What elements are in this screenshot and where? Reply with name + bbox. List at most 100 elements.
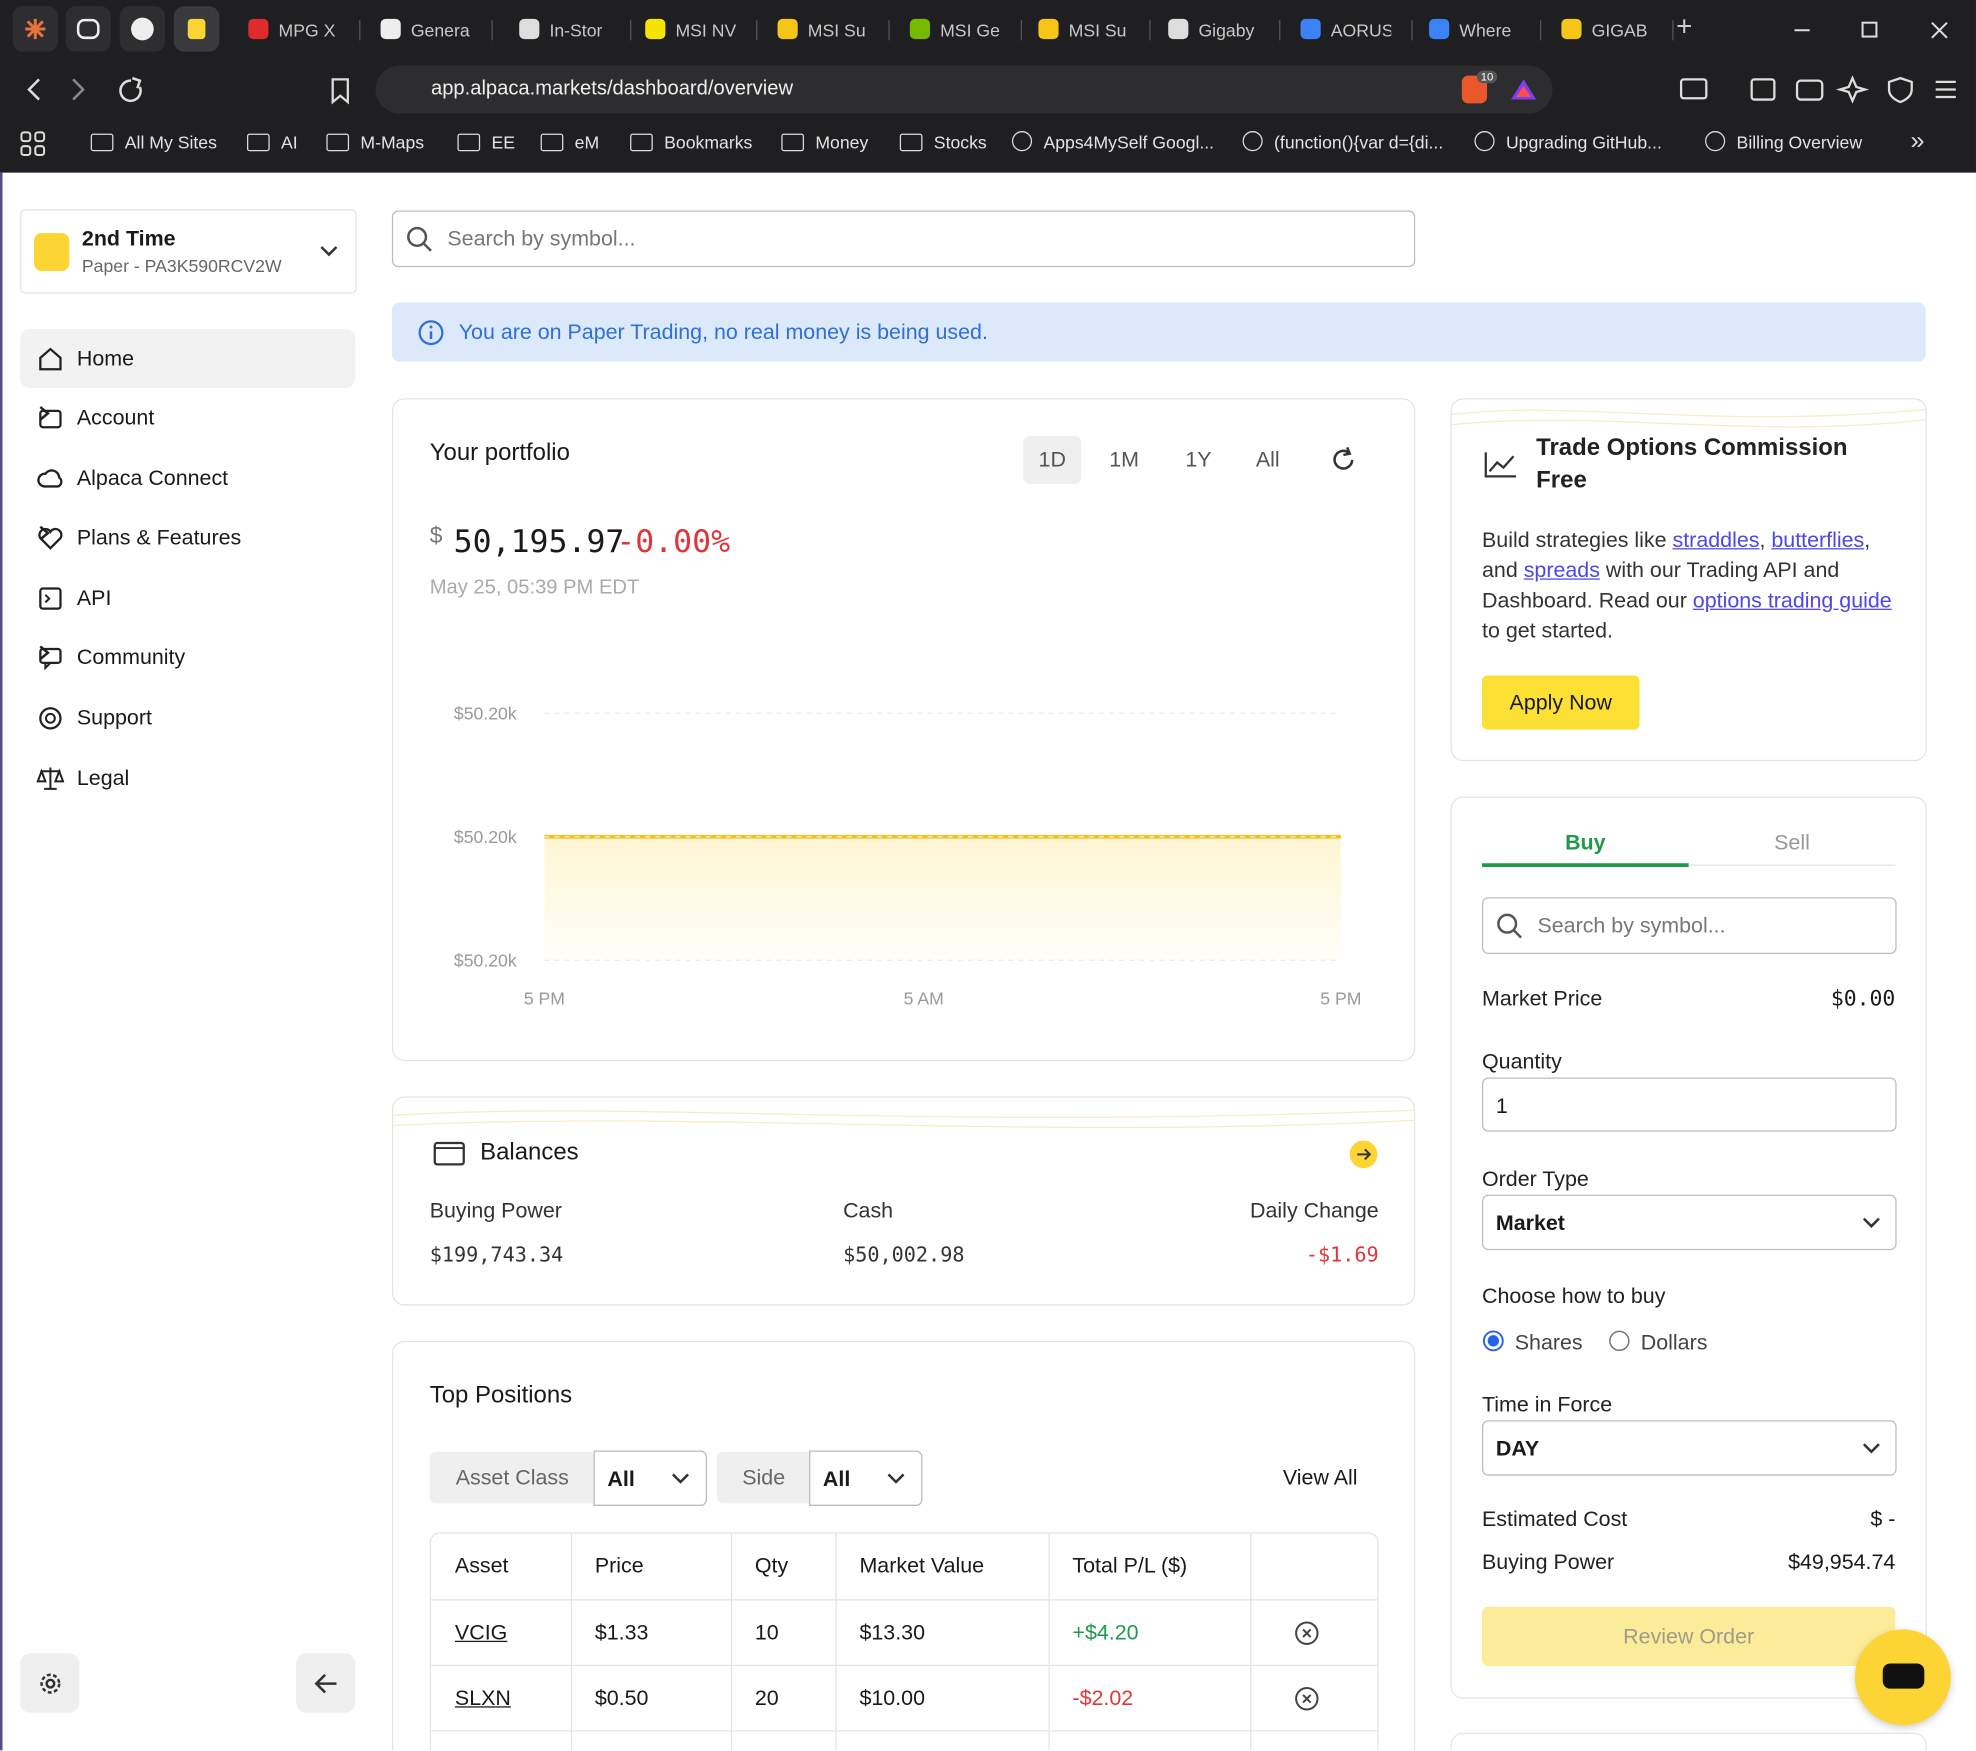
link[interactable]: spreads xyxy=(1523,558,1600,583)
close-position[interactable] xyxy=(1293,1619,1321,1647)
bookmark[interactable]: M-Maps xyxy=(326,130,424,155)
promo-card: Trade Options Commission Free Build stra… xyxy=(1450,398,1927,762)
tab-title[interactable]: MSI Ge xyxy=(940,20,1000,41)
bookmark[interactable]: (function(){var d={di... xyxy=(1242,130,1443,155)
column-header: Market Value xyxy=(859,1553,985,1578)
link[interactable]: options trading guide xyxy=(1692,588,1892,613)
bookmark[interactable]: EE xyxy=(457,130,515,155)
range-button[interactable]: 1M xyxy=(1109,447,1139,472)
buy-tab[interactable]: Buy xyxy=(1565,830,1606,855)
asset-link[interactable]: VCIG xyxy=(454,1620,508,1645)
tab-icon[interactable] xyxy=(1038,18,1059,40)
refresh-button[interactable] xyxy=(1328,445,1358,475)
nav-item[interactable]: API xyxy=(20,568,355,627)
bookmark[interactable]: Bookmarks xyxy=(630,130,752,155)
nav-item[interactable]: Legal xyxy=(20,749,355,808)
apply-button[interactable]: Apply Now xyxy=(1481,675,1640,730)
tab-title[interactable]: MSI NV xyxy=(675,20,736,41)
folder-icon xyxy=(899,133,923,152)
quantity-input[interactable]: 1 xyxy=(1481,1077,1897,1132)
bookmark-icon[interactable] xyxy=(325,76,355,106)
account-name: 2nd Time xyxy=(81,226,176,251)
tab-icon[interactable] xyxy=(1168,18,1189,40)
tab-icon[interactable] xyxy=(519,18,540,40)
tab-title[interactable]: MSI Su xyxy=(807,20,866,41)
radio[interactable] xyxy=(1608,1330,1633,1355)
settings-button[interactable] xyxy=(20,1653,80,1713)
pinned-tab[interactable] xyxy=(173,6,220,52)
asset-link[interactable]: SLXN xyxy=(454,1686,511,1711)
tab-title[interactable]: MPG X xyxy=(278,20,336,41)
chat-button[interactable] xyxy=(1855,1629,1951,1726)
nav-item[interactable]: Alpaca Connect xyxy=(20,449,355,508)
bookmark[interactable]: AI xyxy=(246,130,298,155)
nav-item[interactable]: Community xyxy=(20,628,355,687)
tab-title[interactable]: In-Stor xyxy=(549,20,603,41)
filter-select[interactable]: All xyxy=(593,1450,707,1506)
pinned-tab[interactable] xyxy=(65,6,111,52)
tab-icon[interactable] xyxy=(248,18,269,40)
timestamp: May 25, 05:39 PM EDT xyxy=(429,577,640,599)
chart-icon xyxy=(1484,452,1517,478)
close-position[interactable] xyxy=(1293,1685,1321,1713)
tab-title[interactable]: AORUS xyxy=(1330,20,1392,41)
filter-select[interactable]: All xyxy=(809,1450,923,1506)
order-type-select[interactable]: Market xyxy=(1481,1194,1897,1251)
tab-title[interactable]: GIGAB xyxy=(1591,20,1648,41)
pinned-tab[interactable] xyxy=(119,6,166,52)
nav-item[interactable]: Plans & Features xyxy=(20,508,355,567)
pinned-tab[interactable] xyxy=(12,6,58,52)
link[interactable]: straddles xyxy=(1672,528,1760,552)
tif-select[interactable]: DAY xyxy=(1481,1420,1897,1476)
tab-title[interactable]: Where xyxy=(1459,20,1512,41)
nav-item[interactable]: Account xyxy=(20,388,355,447)
bookmark[interactable]: Stocks xyxy=(899,130,987,155)
link[interactable]: butterflies xyxy=(1771,528,1865,552)
bookmark[interactable]: eM xyxy=(540,130,599,155)
bookmark[interactable]: Billing Overview xyxy=(1705,130,1862,155)
tab-title[interactable]: Genera xyxy=(410,20,470,41)
order-search[interactable]: Search by symbol... xyxy=(1481,897,1897,954)
apps-icon[interactable] xyxy=(20,131,48,159)
cell: 10 xyxy=(754,1620,779,1645)
range-button[interactable]: 1D xyxy=(1023,436,1082,484)
bookmark[interactable]: Money xyxy=(781,130,868,155)
graphic xyxy=(1835,75,1870,104)
nav-buttons[interactable] xyxy=(18,73,157,106)
sell-tab[interactable]: Sell xyxy=(1774,830,1810,855)
wallet-icon xyxy=(433,1141,465,1166)
radio-checked[interactable] xyxy=(1482,1330,1507,1355)
view-all[interactable]: View All xyxy=(1282,1465,1358,1490)
bookmark[interactable]: Apps4MySelf Googl... xyxy=(1011,130,1214,155)
bookmark[interactable]: Upgrading GitHub... xyxy=(1474,130,1662,155)
toolbar-icons[interactable] xyxy=(1676,73,1966,106)
review-button[interactable]: Review Order xyxy=(1481,1606,1896,1666)
tab-icon[interactable] xyxy=(909,18,931,40)
tab-icon[interactable] xyxy=(1429,18,1450,40)
tab-icon[interactable] xyxy=(1300,18,1321,40)
new-tab[interactable]: + xyxy=(1676,10,1693,42)
search-input[interactable]: Search by symbol... xyxy=(391,210,1416,268)
window-controls[interactable] xyxy=(1789,15,1965,45)
folder-icon xyxy=(90,133,114,152)
tab-icon[interactable] xyxy=(380,18,401,40)
tab-icon[interactable] xyxy=(1561,18,1582,40)
balances-link[interactable] xyxy=(1348,1139,1378,1169)
tab-title[interactable]: MSI Su xyxy=(1068,20,1127,41)
bookmark-title: Upgrading GitHub... xyxy=(1505,132,1662,153)
nav-item[interactable]: Home xyxy=(20,328,356,389)
rewards-icon[interactable] xyxy=(1510,77,1538,102)
more-bookmarks[interactable]: » xyxy=(1910,127,1925,156)
tab-icon[interactable] xyxy=(777,18,798,40)
graphic xyxy=(314,1673,327,1694)
range-button[interactable]: All xyxy=(1255,447,1280,472)
range-button[interactable]: 1Y xyxy=(1185,447,1212,472)
account-switcher[interactable]: 2nd Time Paper - PA3K590RCV2W xyxy=(20,209,357,294)
tab-icon[interactable] xyxy=(645,18,666,40)
nav-item[interactable]: Support xyxy=(20,688,355,747)
tab-title[interactable]: Gigaby xyxy=(1198,20,1255,41)
graphic xyxy=(1497,913,1522,939)
address-bar[interactable]: app.alpaca.markets/dashboard/overview 10 xyxy=(375,65,1553,114)
collapse-button[interactable] xyxy=(296,1653,356,1713)
bookmark[interactable]: All My Sites xyxy=(90,130,217,155)
